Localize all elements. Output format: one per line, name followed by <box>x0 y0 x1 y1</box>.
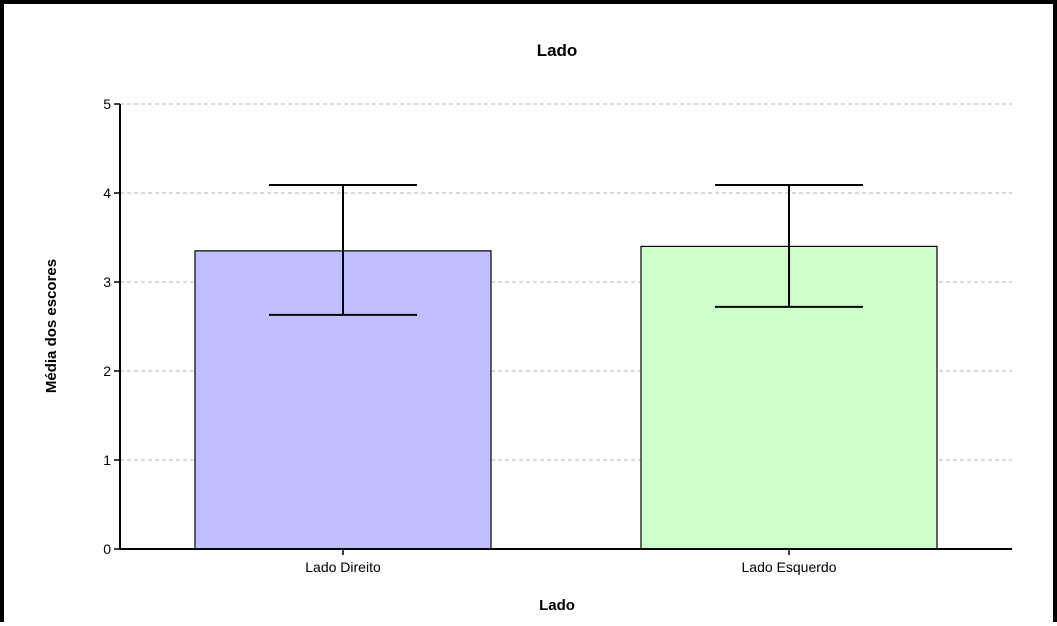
y-tick-label: 5 <box>103 96 111 112</box>
x-tick-label: Lado Esquerdo <box>742 559 837 575</box>
y-axis-title: Média dos escores <box>43 259 60 393</box>
error-bars <box>269 183 863 316</box>
chart-title: Lado <box>537 41 578 60</box>
x-axis-title: Lado <box>539 597 575 614</box>
y-tick-label: 4 <box>103 185 111 201</box>
y-tick-label: 0 <box>103 541 111 557</box>
y-tick-label: 1 <box>103 452 111 468</box>
axes <box>114 103 1012 555</box>
x-tick-label: Lado Direito <box>305 559 381 575</box>
y-tick-label: 2 <box>103 363 111 379</box>
bars <box>194 245 938 550</box>
tick-labels: 0 1 2 3 4 5 Lado Direito Lado Esquerdo <box>103 96 836 575</box>
y-tick-label: 3 <box>103 274 111 290</box>
bar-chart: Lado Lado Média dos escores 0 1 2 3 4 5 Lado D… <box>43 41 1012 614</box>
